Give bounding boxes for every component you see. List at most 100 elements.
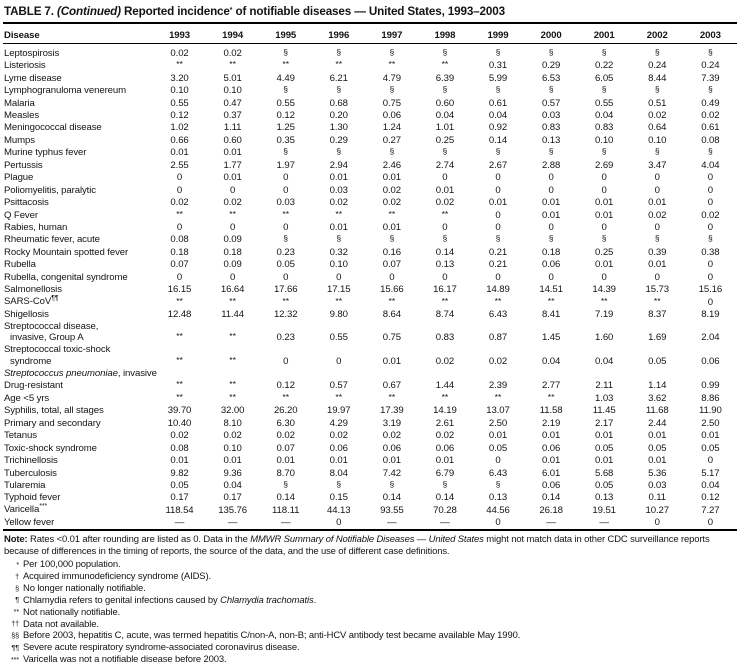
value-cell: 9.80: [329, 309, 348, 321]
value-cell: §: [471, 479, 524, 491]
value-cell: 2.69: [595, 159, 614, 171]
value-cell: 0.12: [170, 110, 189, 122]
value-cell: 0.25: [595, 246, 614, 258]
value-cell: 3.19: [382, 417, 401, 429]
value-cell: 2.61: [435, 417, 455, 429]
footnote-symbol: §: [442, 146, 448, 157]
disease-label: Murine typhus fever: [4, 147, 87, 159]
value-cell: 0.55: [170, 97, 189, 109]
value-cell: 8.41: [541, 309, 561, 321]
disease-label: Q Fever: [4, 209, 38, 221]
value-cell: 0.01: [648, 430, 667, 442]
value-cell: 0.67: [382, 380, 401, 392]
incidence-table: Disease 1993 1994 1995 1996 1997 1998 1999 2000…: [3, 24, 737, 531]
value-cell: 0: [707, 184, 714, 196]
table-row: Malaria 0.55 0.47 0.55 0.68 0.75 0.60 0.61 0.57 0…: [3, 97, 737, 109]
table-row: Rocky Mountain spotted fever 0.18 0.18 0.23…: [3, 246, 737, 258]
footnote-symbol: §§: [11, 630, 19, 640]
value-cell: 0.20: [329, 110, 348, 122]
value-cell: 0.14: [382, 492, 401, 504]
value-cell: 6.01: [541, 467, 561, 479]
value-cell: 0.38: [701, 246, 720, 258]
value-cell: **: [153, 321, 206, 344]
disease-label: Psittacosis: [4, 197, 49, 209]
value-cell: 0.02: [170, 47, 189, 59]
value-cell: —: [440, 517, 450, 529]
value-cell: 26.18: [539, 504, 563, 516]
value-cell: 0.01: [541, 430, 561, 442]
value-cell: 0.24: [701, 60, 720, 72]
value-cell: 0.01: [595, 197, 614, 209]
value-cell: §: [418, 44, 471, 60]
value-cell: §: [259, 479, 312, 491]
footnote-symbol: **: [335, 391, 343, 402]
value-cell: 0.29: [329, 134, 348, 146]
table-row: Listeriosis ** ** ** ** ** ** 0.31 0.29 0.22 0.24 0…: [3, 59, 737, 71]
value-cell: 9.82: [170, 467, 189, 479]
value-cell: 0: [707, 221, 714, 233]
value-cell: 0.02: [701, 209, 720, 221]
value-cell: 0.02: [329, 197, 348, 209]
table-row: Psittacosis 0.02 0.02 0.03 0.02 0.02 0.02 0.01 0…: [3, 196, 737, 208]
value-cell: 0.83: [541, 122, 561, 134]
value-cell: 2.77: [541, 380, 561, 392]
value-cell: 0: [548, 172, 554, 184]
value-cell: 0.49: [701, 97, 720, 109]
value-cell: 0.17: [170, 492, 189, 504]
footnote-symbol: §: [336, 233, 342, 244]
value-cell: 0.06: [701, 355, 720, 367]
value-cell: 0.08: [170, 234, 189, 246]
value-cell: 2.50: [488, 417, 508, 429]
disease-label: Rheumatic fever, acute: [4, 234, 100, 246]
value-cell: 0: [495, 184, 501, 196]
table-row: Plague 0 0.01 0 0.01 0.01 0 0 0 0 0 0: [3, 171, 737, 183]
value-cell: 14.51: [539, 284, 563, 296]
value-cell: §: [312, 146, 365, 159]
disease-label: Mumps: [4, 134, 35, 146]
footnote-symbol: **: [176, 331, 183, 342]
value-cell: 0.01: [541, 455, 561, 467]
year-column-header: 1993: [153, 24, 207, 44]
value-cell: 0.06: [541, 442, 561, 454]
value-cell: 11.44: [221, 309, 245, 321]
value-cell: 0.04: [595, 110, 614, 122]
value-cell: 12.32: [273, 309, 298, 321]
value-cell: 0.05: [595, 479, 614, 491]
value-cell: 0.01: [382, 455, 401, 467]
value-cell: 0.13: [488, 492, 508, 504]
footnote-symbol: §: [283, 233, 289, 244]
value-cell: 4.79: [382, 72, 401, 84]
value-cell: 0.04: [223, 479, 242, 491]
value-cell: 0: [654, 172, 660, 184]
footnote-symbol: §: [708, 46, 713, 57]
value-cell: 1.11: [223, 122, 242, 134]
value-cell: 0: [283, 221, 289, 233]
value-cell: 0.01: [595, 455, 614, 467]
disease-label: Toxic-shock syndrome: [4, 442, 97, 454]
disease-label: Tuberculosis: [4, 467, 57, 479]
disease-label: Varicella***: [4, 503, 48, 515]
disease-label: Rocky Mountain spotted fever: [4, 246, 129, 258]
value-cell: 0.18: [170, 246, 189, 258]
year-column-header: 1997: [365, 24, 419, 44]
disease-label: Tetanus: [4, 430, 37, 442]
value-cell: 9.36: [223, 467, 242, 479]
value-cell: 0.57: [329, 380, 348, 392]
value-cell: §: [684, 233, 737, 246]
value-cell: 0.12: [276, 110, 295, 122]
value-cell: 0.13: [595, 492, 614, 504]
footnote-symbol: §: [548, 233, 554, 244]
footnote-symbol: **: [282, 59, 290, 70]
footnote-symbol: §: [15, 583, 19, 593]
footnote-symbol: **: [229, 391, 236, 402]
table-title-text: Reported incidence: [124, 5, 230, 18]
footnote-symbol: §: [442, 233, 448, 244]
value-cell: 0: [283, 271, 289, 283]
footnote-symbol: §: [708, 146, 713, 157]
value-cell: 8.64: [382, 309, 401, 321]
value-cell: 0.04: [595, 355, 614, 367]
footnote-symbol: **: [494, 391, 502, 402]
value-cell: 0.05: [648, 442, 667, 454]
footnote-symbol: §: [389, 146, 395, 157]
footnote-text: Data not available.: [23, 618, 99, 630]
